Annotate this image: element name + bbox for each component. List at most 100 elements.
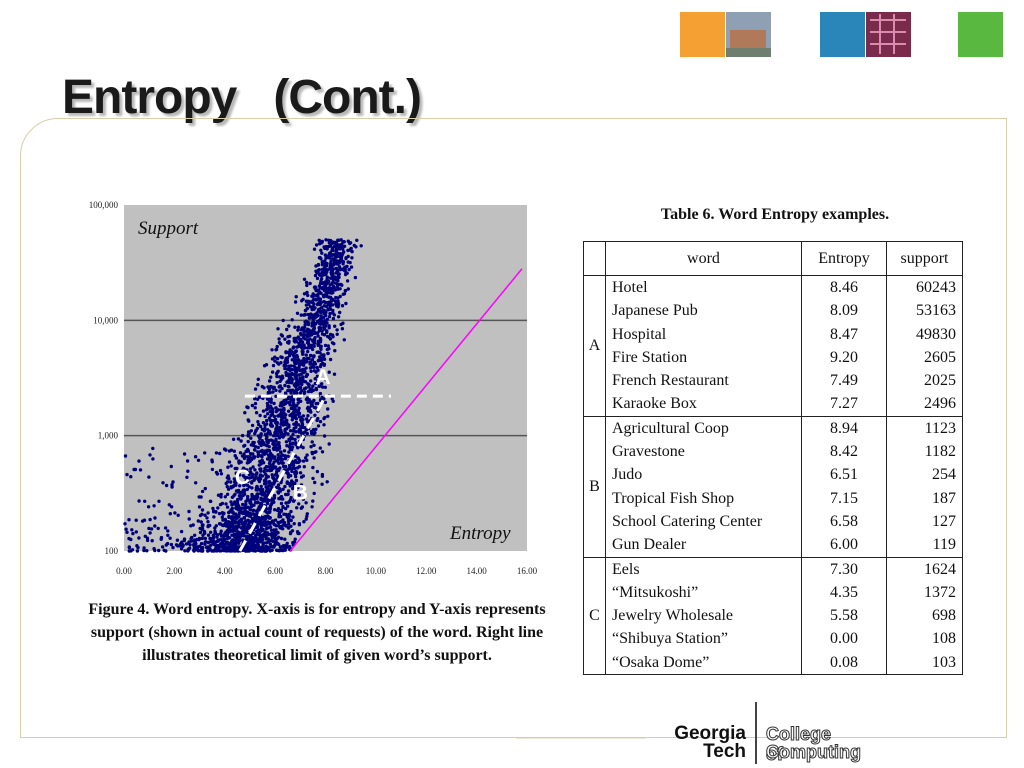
data-point [275, 357, 280, 361]
data-point [290, 529, 295, 533]
data-point [332, 372, 337, 376]
data-point [192, 548, 196, 552]
data-point [153, 516, 157, 520]
data-point [274, 432, 279, 436]
data-point [229, 547, 233, 551]
data-point [240, 468, 244, 472]
data-point [259, 440, 264, 444]
data-point [278, 375, 282, 379]
support-cell: 127 [932, 512, 956, 530]
data-point [322, 327, 327, 331]
data-point [248, 455, 252, 459]
data-point [318, 241, 323, 245]
data-point [305, 458, 309, 462]
data-point [257, 463, 261, 467]
data-point [150, 539, 154, 543]
data-point [212, 515, 216, 519]
data-point [279, 460, 284, 464]
data-point [273, 542, 278, 546]
data-point [262, 522, 266, 526]
data-point [304, 386, 308, 390]
data-point [137, 536, 141, 540]
table-header-group [583, 241, 606, 276]
data-point [250, 475, 255, 479]
data-point [279, 548, 283, 552]
data-point [273, 359, 277, 363]
data-point [200, 546, 204, 551]
data-point [323, 385, 327, 389]
data-point [355, 238, 359, 242]
data-point [324, 264, 329, 268]
data-point [293, 466, 297, 471]
data-point [274, 458, 278, 462]
data-point [204, 545, 209, 550]
data-point [294, 471, 298, 476]
data-point [287, 380, 292, 385]
data-point [288, 531, 293, 536]
data-point [330, 253, 334, 258]
data-point [216, 493, 221, 497]
data-point [267, 416, 272, 420]
data-point [283, 537, 287, 541]
data-point [279, 432, 284, 436]
data-point [214, 470, 219, 475]
data-point [328, 267, 332, 271]
data-point [295, 353, 299, 358]
data-point [224, 502, 228, 506]
data-point [304, 280, 309, 285]
data-point [307, 302, 311, 306]
logo-rule [516, 737, 646, 739]
data-point [134, 530, 138, 534]
data-point [270, 370, 275, 374]
support-column: 1123 1182 254 187 127 119 [886, 415, 963, 558]
data-point [335, 251, 339, 255]
data-point [301, 414, 306, 418]
entropy-cell: 4.35 [830, 583, 858, 601]
data-point [346, 239, 350, 243]
data-point [135, 544, 139, 548]
data-point [319, 326, 323, 330]
data-point [306, 414, 310, 418]
data-point [274, 437, 278, 441]
data-point [236, 541, 241, 545]
word-cell: Gun Dealer [612, 536, 687, 554]
data-point [301, 418, 305, 422]
data-point [336, 315, 341, 319]
data-point [230, 495, 235, 499]
data-point [347, 267, 351, 272]
data-point [288, 442, 292, 446]
data-point [199, 520, 203, 524]
data-point [276, 453, 280, 457]
data-point [257, 395, 262, 399]
data-point [339, 267, 344, 271]
data-point [224, 542, 228, 546]
data-point [292, 409, 296, 414]
data-point [220, 515, 224, 519]
data-point [200, 508, 205, 512]
data-point [279, 519, 283, 524]
data-point [194, 481, 198, 485]
data-point [287, 481, 291, 486]
data-point [218, 451, 222, 456]
data-point [276, 486, 281, 490]
data-point [291, 353, 296, 358]
data-point [292, 373, 297, 377]
data-point [302, 292, 307, 296]
data-point [305, 346, 310, 350]
data-point [326, 407, 330, 411]
data-point [268, 459, 272, 464]
data-point [208, 523, 212, 528]
data-point [259, 502, 264, 506]
word-cell: Japanese Pub [612, 302, 698, 320]
data-point [219, 542, 223, 546]
data-point [297, 378, 302, 382]
data-point [319, 277, 324, 281]
data-point [138, 468, 143, 472]
data-point [200, 489, 205, 494]
data-point [269, 468, 274, 472]
data-point [335, 285, 339, 289]
data-point [286, 504, 290, 508]
data-point [283, 383, 287, 388]
data-point [264, 531, 268, 535]
data-point [219, 529, 223, 533]
